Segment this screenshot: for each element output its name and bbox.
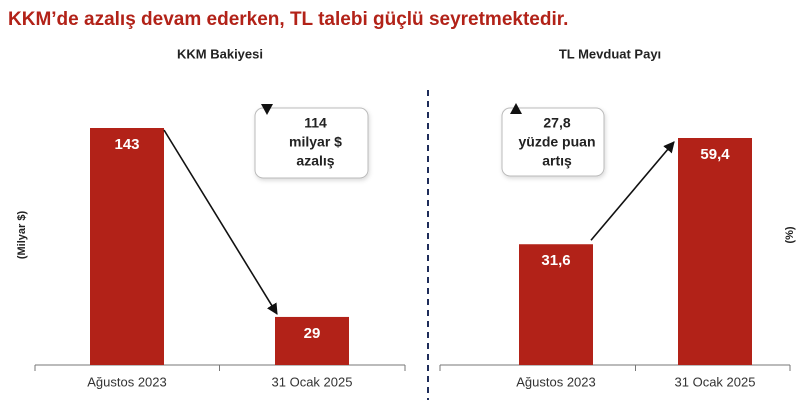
bar bbox=[519, 244, 593, 365]
trend-arrow bbox=[163, 129, 278, 315]
annotation-text: yüzde puan bbox=[518, 134, 595, 150]
y-axis-label: (%) bbox=[784, 226, 796, 243]
value-label: 59,4 bbox=[700, 146, 730, 163]
annotation-box bbox=[254, 107, 369, 179]
chart-title: KKM Bakiyesi bbox=[177, 46, 263, 61]
value-label: 29 bbox=[304, 325, 321, 342]
x-tick-label: Ağustos 2023 bbox=[516, 374, 596, 389]
chart-title: TL Mevduat Payı bbox=[559, 46, 661, 61]
annotation-text: milyar $ bbox=[289, 134, 342, 150]
trend-arrow bbox=[590, 141, 675, 241]
annotation-text: artış bbox=[542, 153, 572, 169]
value-label: 31,6 bbox=[541, 252, 570, 269]
annotation-triangle bbox=[510, 103, 522, 114]
page-title: KKM’de azalış devam ederken, TL talebi g… bbox=[8, 9, 568, 30]
x-tick-label: Ağustos 2023 bbox=[87, 374, 167, 389]
annotation-text: 27,8 bbox=[543, 115, 570, 131]
bar bbox=[678, 138, 752, 365]
bar bbox=[275, 316, 349, 365]
annotation-box bbox=[501, 107, 605, 177]
x-tick-label: 31 Ocak 2025 bbox=[272, 374, 353, 389]
y-axis-label: (Milyar $) bbox=[16, 211, 28, 260]
annotation-text: azalış bbox=[296, 153, 334, 169]
annotation-triangle bbox=[261, 104, 273, 115]
value-label: 143 bbox=[114, 136, 139, 153]
annotation-text: 114 bbox=[304, 115, 327, 131]
bar bbox=[90, 128, 164, 365]
x-tick-label: 31 Ocak 2025 bbox=[675, 374, 756, 389]
